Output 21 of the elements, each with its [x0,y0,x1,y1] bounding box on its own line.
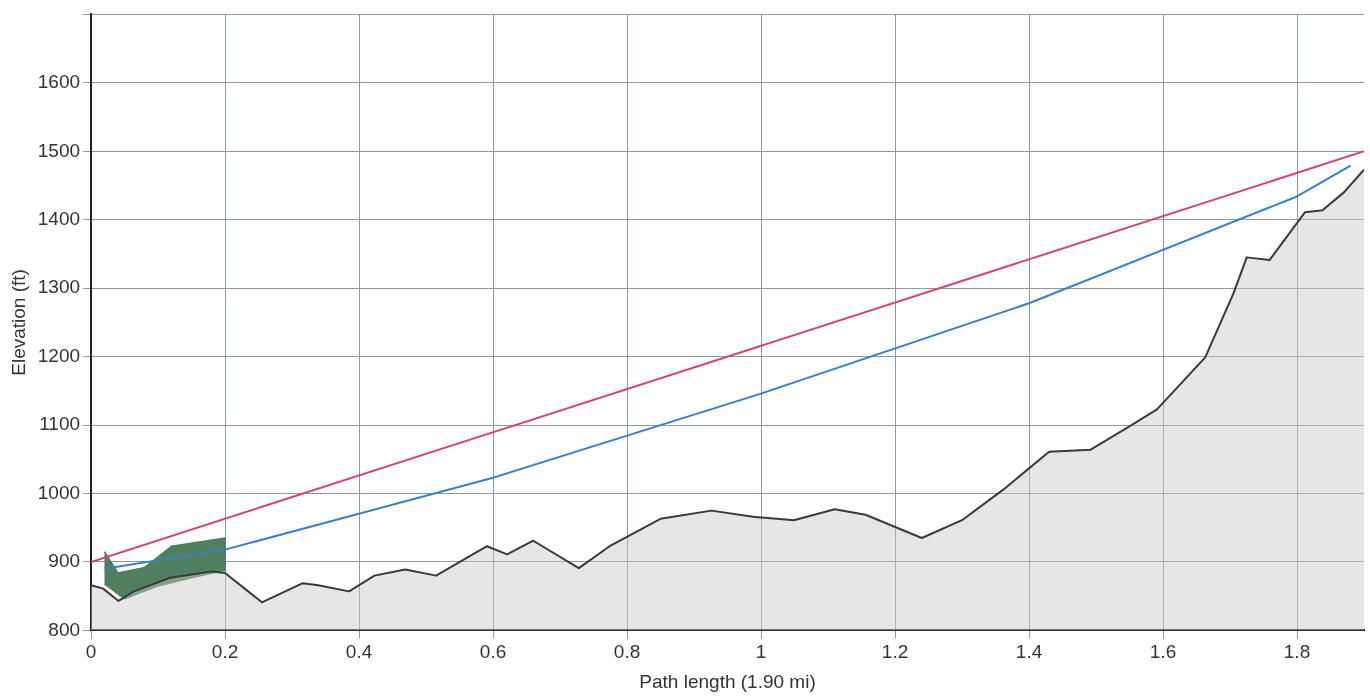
y-axis-title: Elevation (ft) [7,269,29,376]
y-tick-label: 1300 [37,276,81,298]
y-tick-label: 1600 [37,71,81,93]
x-tick-label: 0 [85,641,97,663]
x-tick-label: 0.2 [211,641,239,663]
x-tick-label: 1.2 [881,641,909,663]
x-axis-title: Path length (1.90 mi) [639,670,816,692]
y-tick-label: 800 [48,618,81,640]
y-tick-label: 900 [48,550,81,572]
y-tick-label: 1200 [37,344,81,366]
x-tick-label: 1.8 [1283,641,1311,663]
y-tick-label: 1500 [37,139,81,161]
x-tick-label: 1 [755,641,767,663]
y-tick-label: 1000 [37,481,81,503]
y-tick-label: 1100 [39,413,81,435]
x-tick-label: 0.4 [345,641,373,663]
x-tick-label: 0.6 [479,641,507,663]
x-tick-label: 1.4 [1015,641,1043,663]
y-tick-label: 1400 [37,207,81,229]
x-tick-label: 0.8 [613,641,641,663]
x-tick-label: 1.6 [1149,641,1177,663]
